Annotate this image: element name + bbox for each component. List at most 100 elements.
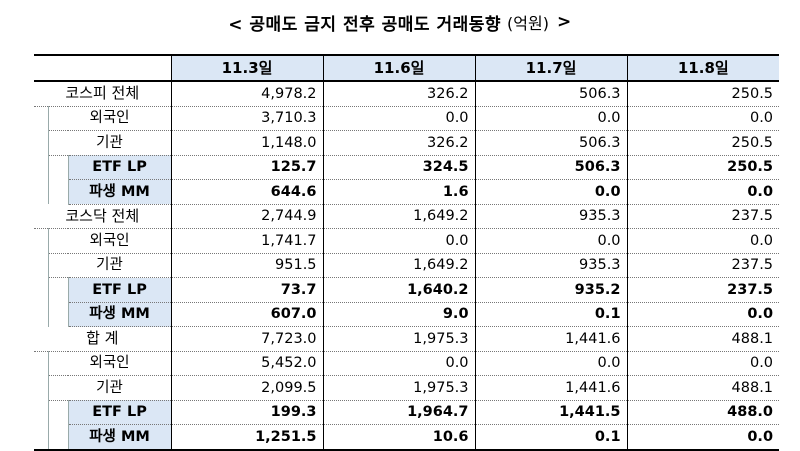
cell-value: 7,723.0 xyxy=(170,326,324,352)
cell-value: 1,741.7 xyxy=(170,228,324,254)
table-row: 파생 MM 607.0 9.0 0.1 0.0 xyxy=(34,302,780,327)
table-row: 합 계 7,723.0 1,975.3 1,441.6 488.1 xyxy=(34,326,780,352)
cell-value: 0.0 xyxy=(626,106,780,131)
cell-value: 0.0 xyxy=(626,228,780,254)
row-label: 외국인 xyxy=(48,351,172,376)
title-text: < 공매도 금지 전후 공매도 거래동향 xyxy=(228,14,502,35)
column-header: 11.3일 xyxy=(170,54,324,82)
indent-cell xyxy=(48,155,69,180)
table-row: 기관 2,099.5 1,975.3 1,441.6 488.1 xyxy=(34,375,780,401)
table-row: 코스피 전체 4,978.2 326.2 506.3 250.5 xyxy=(34,81,780,107)
table-row: 외국인 5,452.0 0.0 0.0 0.0 xyxy=(34,351,780,376)
cell-value: 1,441.6 xyxy=(474,375,628,401)
row-label: 코스피 전체 xyxy=(34,81,172,107)
row-label: ETF LP xyxy=(68,400,172,425)
indent-cell xyxy=(34,106,49,131)
indent-cell xyxy=(34,130,49,155)
cell-value: 0.0 xyxy=(474,228,628,254)
table-row: 코스닥 전체 2,744.9 1,649.2 935.3 237.5 xyxy=(34,204,780,229)
cell-value: 9.0 xyxy=(322,302,476,327)
cell-value: 250.5 xyxy=(626,130,780,156)
title-close: > xyxy=(556,12,572,32)
cell-value: 250.5 xyxy=(626,155,780,180)
short-selling-table: 11.3일 11.6일 11.7일 11.8일 코스피 전체 4,978.2 326… xyxy=(34,54,780,451)
row-label: 코스닥 전체 xyxy=(34,204,172,229)
cell-value: 506.3 xyxy=(474,81,628,107)
cell-value: 0.0 xyxy=(474,351,628,376)
table-row: 외국인 3,710.3 0.0 0.0 0.0 xyxy=(34,106,780,131)
cell-value: 1,975.3 xyxy=(322,326,476,352)
cell-value: 1,649.2 xyxy=(322,253,476,278)
cell-value: 488.0 xyxy=(626,400,780,425)
cell-value: 250.5 xyxy=(626,81,780,107)
cell-value: 951.5 xyxy=(170,253,324,278)
title-unit: (억원) xyxy=(507,14,549,33)
table-row: 파생 MM 644.6 1.6 0.0 0.0 xyxy=(34,179,780,205)
cell-value: 1,640.2 xyxy=(322,277,476,303)
indent-cell xyxy=(34,179,49,204)
cell-value: 1,649.2 xyxy=(322,204,476,229)
cell-value: 935.2 xyxy=(474,277,628,303)
indent-cell xyxy=(34,277,49,302)
indent-cell xyxy=(34,253,49,278)
cell-value: 935.3 xyxy=(474,253,628,278)
cell-value: 125.7 xyxy=(170,155,324,180)
indent-cell xyxy=(48,277,69,302)
table-row: 기관 951.5 1,649.2 935.3 237.5 xyxy=(34,253,780,278)
cell-value: 5,452.0 xyxy=(170,351,324,376)
table-row: 기관 1,148.0 326.2 506.3 250.5 xyxy=(34,130,780,156)
cell-value: 0.0 xyxy=(322,106,476,131)
cell-value: 326.2 xyxy=(322,130,476,156)
table-row: 외국인 1,741.7 0.0 0.0 0.0 xyxy=(34,228,780,254)
indent-cell xyxy=(34,375,49,400)
cell-value: 199.3 xyxy=(170,400,324,425)
row-label: 기관 xyxy=(48,375,172,401)
cell-value: 607.0 xyxy=(170,302,324,327)
row-label: ETF LP xyxy=(68,277,172,303)
cell-value: 644.6 xyxy=(170,179,324,205)
row-label: 기관 xyxy=(48,130,172,156)
cell-value: 2,099.5 xyxy=(170,375,324,401)
cell-value: 237.5 xyxy=(626,277,780,303)
cell-value: 237.5 xyxy=(626,253,780,278)
cell-value: 488.1 xyxy=(626,326,780,352)
indent-cell xyxy=(48,302,69,327)
cell-value: 324.5 xyxy=(322,155,476,180)
cell-value: 506.3 xyxy=(474,130,628,156)
row-label: 외국인 xyxy=(48,106,172,131)
cell-value: 1,964.7 xyxy=(322,400,476,425)
row-label: 외국인 xyxy=(48,228,172,254)
column-header: 11.6일 xyxy=(322,54,476,82)
indent-cell xyxy=(34,228,49,253)
table-row: ETF LP 73.7 1,640.2 935.2 237.5 xyxy=(34,277,780,303)
cell-value: 0.0 xyxy=(322,351,476,376)
cell-value: 506.3 xyxy=(474,155,628,180)
indent-cell xyxy=(34,155,49,180)
cell-value: 935.3 xyxy=(474,204,628,229)
column-header: 11.7일 xyxy=(474,54,628,82)
cell-value: 0.0 xyxy=(626,351,780,376)
cell-value: 237.5 xyxy=(626,204,780,229)
column-header: 11.8일 xyxy=(626,54,780,82)
table-title: < 공매도 금지 전후 공매도 거래동향 (억원) > xyxy=(0,0,800,44)
cell-value: 4,978.2 xyxy=(170,81,324,107)
cell-value: 0.0 xyxy=(626,179,780,205)
cell-value: 1,975.3 xyxy=(322,375,476,401)
indent-cell xyxy=(34,351,49,376)
header-corner xyxy=(34,54,172,82)
indent-cell xyxy=(34,302,49,327)
indent-cell xyxy=(48,400,69,425)
cell-value: 1,441.6 xyxy=(474,326,628,352)
cell-value: 488.1 xyxy=(626,375,780,401)
indent-cell xyxy=(34,400,49,425)
cell-value: 1,441.5 xyxy=(474,400,628,425)
cell-value: 0.0 xyxy=(626,302,780,327)
cell-value: 2,744.9 xyxy=(170,204,324,229)
cell-value: 0.0 xyxy=(322,228,476,254)
cell-value: 73.7 xyxy=(170,277,324,303)
table-row: ETF LP 125.7 324.5 506.3 250.5 xyxy=(34,155,780,180)
cell-value: 0.0 xyxy=(474,179,628,205)
indent-cell xyxy=(48,179,69,204)
row-label: 기관 xyxy=(48,253,172,278)
table-row: ETF LP 199.3 1,964.7 1,441.5 488.0 xyxy=(34,400,780,425)
